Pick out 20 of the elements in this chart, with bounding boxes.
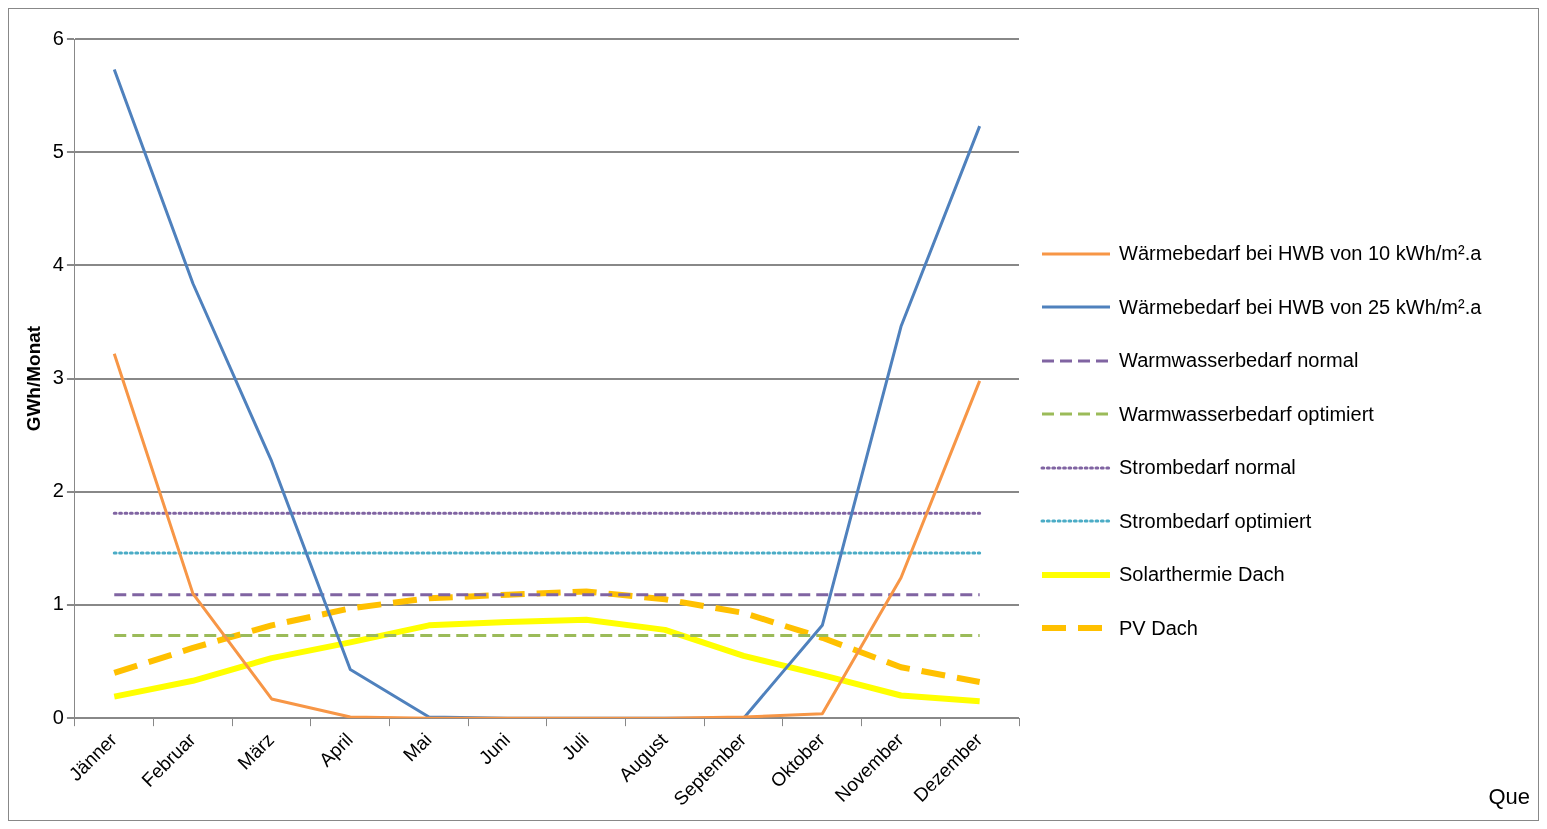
x-tick-label: Juni	[474, 728, 515, 769]
x-tick-label: Juli	[557, 728, 593, 764]
legend-label: Warmwasserbedarf normal	[1119, 349, 1359, 373]
legend-label: Strombedarf optimiert	[1119, 509, 1312, 533]
y-tick-label: 3	[52, 366, 64, 389]
legend-label: Strombedarf normal	[1119, 456, 1296, 480]
legend-label: Solarthermie Dach	[1119, 563, 1285, 587]
legend-label: Wärmebedarf bei HWB von 25 kWh/m².a	[1119, 295, 1482, 319]
legend-label: Wärmebedarf bei HWB von 10 kWh/m².a	[1119, 242, 1482, 266]
y-axis-title: GWh/Monat	[22, 325, 44, 432]
y-tick-label: 1	[52, 592, 64, 615]
x-tick-label: Mai	[398, 728, 436, 766]
legend-label: PV Dach	[1119, 616, 1198, 640]
text: Que	[1488, 784, 1530, 810]
y-tick-label: 2	[52, 479, 64, 502]
legend-label: Warmwasserbedarf optimiert	[1119, 402, 1374, 426]
y-tick-label: 0	[52, 705, 64, 728]
y-tick-label: 4	[52, 252, 64, 275]
y-tick-label: 6	[52, 26, 64, 49]
y-tick-label: 5	[52, 139, 64, 162]
